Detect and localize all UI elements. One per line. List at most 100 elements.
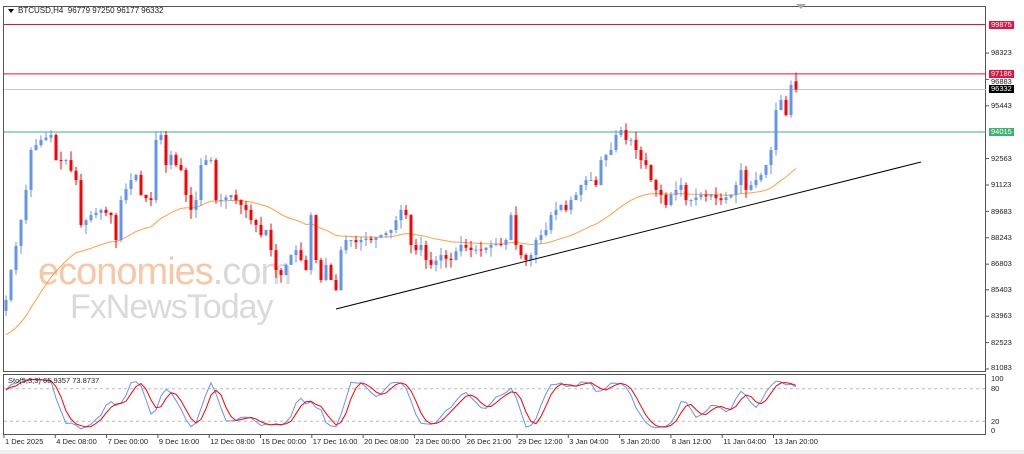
candle-body: [94, 212, 98, 216]
candle-body: [464, 244, 468, 248]
candle-body: [174, 154, 178, 166]
candle-body: [664, 194, 668, 206]
candle-body: [29, 150, 33, 190]
candle-body: [479, 249, 483, 251]
candle-body: [364, 238, 368, 241]
trendline: [335, 161, 922, 310]
candle-body: [134, 174, 138, 181]
stoch-level-label: 0: [991, 426, 996, 435]
candle-body: [694, 197, 698, 201]
candle-body: [739, 169, 743, 186]
candle-body: [424, 244, 428, 260]
candle-body: [349, 240, 353, 242]
candle-body: [214, 160, 218, 201]
candle-body: [674, 189, 678, 195]
candle-body: [639, 150, 643, 161]
candle-body: [304, 259, 308, 271]
candle-body: [359, 240, 363, 243]
candle-body: [279, 270, 283, 276]
candle-body: [504, 240, 508, 245]
candle-body: [474, 249, 478, 251]
candle-body: [604, 154, 608, 161]
candle-body: [754, 180, 758, 186]
candle-body: [569, 200, 573, 210]
candle-body: [419, 244, 423, 251]
dropdown-triangle-icon[interactable]: [8, 8, 14, 13]
candle-body: [319, 259, 323, 280]
candle-body: [549, 215, 553, 230]
candle-body: [469, 247, 473, 251]
candle-body: [179, 165, 183, 170]
candle-body: [79, 180, 83, 225]
candle-body: [594, 180, 598, 186]
stoch-level-label: 100: [991, 374, 1004, 383]
watermark-economies: economies.com: [38, 251, 292, 293]
price-axis-label: 98323: [991, 48, 1012, 58]
candle-body: [289, 255, 293, 265]
candle-body: [104, 209, 108, 213]
candle-body: [494, 244, 498, 246]
candle-body: [199, 165, 203, 201]
candle-body: [489, 244, 493, 248]
candle-body: [679, 185, 683, 190]
candle-body: [449, 258, 453, 260]
time-axis-label: 9 Dec 16:00: [158, 437, 200, 446]
time-axis-label: 17 Dec 16:00: [312, 437, 358, 446]
candle-body: [614, 134, 618, 151]
candle-body: [579, 185, 583, 195]
candle-body: [4, 299, 8, 311]
candle-body: [354, 240, 358, 243]
time-axis-label: 23 Dec 00:00: [415, 437, 461, 446]
time-axis-label: 20 Dec 08:00: [364, 437, 409, 446]
candle-body: [404, 209, 408, 216]
candle-body: [634, 139, 638, 151]
candle-body: [389, 229, 393, 234]
candle-body: [314, 215, 318, 260]
candle-body: [729, 194, 733, 198]
candle-body: [164, 134, 168, 166]
stochastic-panel[interactable]: [3, 374, 986, 435]
candle-body: [759, 174, 763, 181]
candle-body: [339, 250, 343, 291]
candle-body: [669, 194, 673, 206]
price-axis-label: 81083: [991, 362, 1012, 372]
candle-body: [324, 264, 328, 280]
candle-body: [459, 244, 463, 252]
time-axis-label: 8 Jan 12:00: [671, 437, 712, 446]
time-axis-label: 11 Jan 04:00: [723, 437, 767, 446]
candle-body: [264, 229, 268, 236]
price-axis-label: 91123: [991, 180, 1012, 190]
candle-body: [564, 205, 568, 210]
candle-body: [294, 250, 298, 256]
candle-body: [724, 197, 728, 201]
candle-body: [499, 244, 503, 246]
candle-body: [89, 215, 93, 221]
candle-body: [154, 139, 158, 201]
candle-body: [109, 212, 113, 216]
candle-body: [774, 110, 778, 151]
price-axis-label: 85403: [991, 285, 1012, 295]
candle-body: [9, 270, 13, 300]
candle-body: [519, 244, 523, 256]
price-axis-label: 95443: [991, 101, 1012, 111]
time-axis-label: 3 Jan 04:00: [569, 437, 609, 446]
price-axis-label: 88243: [991, 233, 1012, 242]
candle-body: [249, 209, 253, 221]
candle-body: [629, 139, 633, 141]
time-axis-label: 12 Dec 08:00: [210, 437, 255, 446]
candle-body: [334, 279, 338, 291]
candle-body: [384, 233, 388, 236]
main-chart-panel[interactable]: [3, 6, 986, 372]
candle-body: [439, 255, 443, 261]
candle-body: [524, 255, 528, 260]
candle-body: [204, 160, 208, 166]
candle-body: [644, 160, 648, 166]
candle-body: [244, 205, 248, 210]
candle-body: [234, 194, 238, 201]
candle-body: [329, 264, 333, 280]
candle-body: [714, 194, 718, 199]
candle-body: [379, 235, 383, 238]
candle-body: [539, 235, 543, 241]
level-price-tag: 96332: [989, 84, 1014, 94]
candle-body: [659, 189, 663, 195]
